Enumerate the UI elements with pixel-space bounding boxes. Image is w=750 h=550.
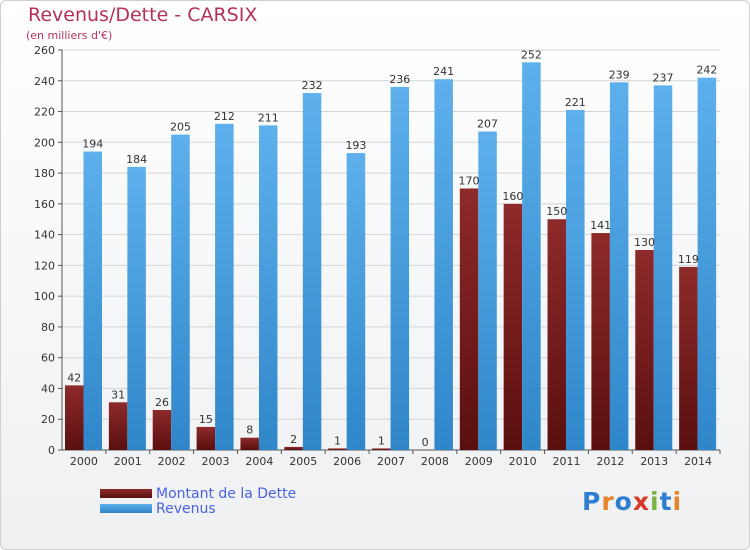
data-label-debt: 31 bbox=[111, 388, 125, 401]
bar-debt bbox=[591, 233, 610, 450]
data-label-revenue: 207 bbox=[477, 118, 498, 131]
bar-debt bbox=[679, 266, 698, 450]
data-label-revenue: 211 bbox=[258, 111, 279, 124]
data-label-revenue: 212 bbox=[214, 110, 235, 123]
bar-revenue bbox=[522, 62, 541, 451]
chart-subtitle: (en milliers d'€) bbox=[26, 29, 113, 42]
data-label-debt: 0 bbox=[422, 436, 429, 449]
legend-item-debt: Montant de la Dette bbox=[100, 485, 297, 502]
x-tick-label: 2004 bbox=[245, 455, 273, 468]
data-label-debt: 42 bbox=[67, 371, 81, 384]
bar-debt bbox=[459, 188, 479, 450]
data-label-debt: 160 bbox=[502, 190, 523, 203]
y-tick-label: 100 bbox=[34, 290, 55, 303]
data-label-debt: 150 bbox=[546, 205, 567, 218]
bar-debt bbox=[503, 203, 523, 450]
x-tick-label: 2011 bbox=[552, 455, 580, 468]
data-label-revenue: 236 bbox=[389, 73, 410, 86]
x-tick-label: 2010 bbox=[509, 455, 537, 468]
legend: Montant de la Dette Revenus bbox=[100, 485, 297, 517]
data-label-debt: 1 bbox=[378, 434, 385, 447]
bar-debt bbox=[372, 448, 391, 450]
bar-revenue bbox=[346, 153, 366, 451]
x-tick-label: 2000 bbox=[70, 455, 98, 468]
y-tick-label: 260 bbox=[34, 44, 55, 57]
legend-label-revenue: Revenus bbox=[156, 500, 216, 517]
data-label-debt: 141 bbox=[590, 219, 611, 232]
x-tick-label: 2013 bbox=[640, 455, 668, 468]
bar-revenue bbox=[478, 131, 497, 451]
legend-item-revenue: Revenus bbox=[100, 500, 296, 517]
data-label-revenue: 237 bbox=[653, 71, 674, 84]
bar-debt bbox=[65, 385, 84, 450]
bar-revenue bbox=[258, 125, 278, 450]
x-tick-label: 2002 bbox=[158, 455, 186, 468]
y-tick-label: 40 bbox=[41, 382, 55, 395]
bar-revenue bbox=[609, 82, 629, 451]
bar-debt bbox=[328, 448, 347, 450]
data-label-revenue: 239 bbox=[609, 68, 630, 81]
data-label-revenue: 184 bbox=[126, 153, 147, 166]
bar-revenue bbox=[566, 110, 585, 450]
data-label-revenue: 242 bbox=[696, 64, 717, 77]
bar-revenue bbox=[127, 166, 146, 450]
data-label-revenue: 241 bbox=[433, 65, 454, 78]
bar-revenue bbox=[697, 77, 717, 450]
data-label-revenue: 221 bbox=[565, 96, 586, 109]
x-tick-label: 2003 bbox=[202, 455, 230, 468]
x-tick-label: 2006 bbox=[333, 455, 361, 468]
legend-label-debt: Montant de la Dette bbox=[156, 485, 297, 502]
x-tick-label: 2009 bbox=[465, 455, 493, 468]
legend-swatch-revenue bbox=[100, 504, 152, 513]
x-tick-label: 2014 bbox=[684, 455, 712, 468]
x-tick-label: 2007 bbox=[377, 455, 405, 468]
y-tick-label: 220 bbox=[34, 106, 55, 119]
y-tick-label: 80 bbox=[41, 321, 55, 334]
data-label-revenue: 194 bbox=[82, 138, 103, 151]
y-tick-label: 20 bbox=[41, 413, 55, 426]
data-label-revenue: 252 bbox=[521, 48, 542, 61]
bar-revenue bbox=[302, 93, 322, 451]
data-label-debt: 130 bbox=[634, 236, 655, 249]
bar-revenue bbox=[434, 79, 453, 450]
x-tick-label: 2012 bbox=[596, 455, 624, 468]
data-label-debt: 119 bbox=[678, 253, 699, 266]
bar-debt bbox=[547, 219, 567, 450]
data-label-debt: 8 bbox=[246, 424, 253, 437]
data-label-revenue: 205 bbox=[170, 121, 191, 134]
bar-revenue bbox=[653, 85, 673, 450]
x-tick-label: 2008 bbox=[421, 455, 449, 468]
data-label-debt: 15 bbox=[199, 413, 213, 426]
data-label-revenue: 232 bbox=[302, 79, 323, 92]
y-tick-label: 140 bbox=[34, 229, 55, 242]
y-tick-label: 60 bbox=[41, 352, 55, 365]
x-tick-label: 2005 bbox=[289, 455, 317, 468]
y-tick-label: 200 bbox=[34, 136, 55, 149]
y-tick-label: 0 bbox=[48, 444, 55, 457]
proxiti-logo: Proxiti bbox=[582, 487, 683, 516]
data-label-revenue: 193 bbox=[345, 139, 366, 152]
bar-revenue bbox=[215, 123, 234, 450]
data-label-debt: 170 bbox=[459, 174, 480, 187]
chart-title: Revenus/Dette - CARSIX bbox=[28, 4, 258, 26]
bar-debt bbox=[108, 402, 128, 450]
bar-revenue bbox=[390, 86, 410, 450]
bar-revenue bbox=[83, 151, 102, 451]
bar-revenue bbox=[171, 134, 190, 450]
bar-debt bbox=[635, 250, 654, 450]
bar-debt bbox=[196, 426, 216, 450]
data-label-debt: 1 bbox=[334, 434, 341, 447]
y-tick-label: 180 bbox=[34, 167, 55, 180]
legend-swatch-debt bbox=[100, 489, 152, 498]
bar-debt bbox=[152, 410, 172, 450]
bar-debt bbox=[284, 446, 303, 450]
y-tick-label: 160 bbox=[34, 198, 55, 211]
bar-debt bbox=[240, 437, 259, 450]
y-tick-label: 240 bbox=[34, 75, 55, 88]
data-label-debt: 26 bbox=[155, 396, 169, 409]
y-tick-label: 120 bbox=[34, 259, 55, 272]
data-label-debt: 2 bbox=[290, 433, 297, 446]
x-tick-label: 2001 bbox=[114, 455, 142, 468]
